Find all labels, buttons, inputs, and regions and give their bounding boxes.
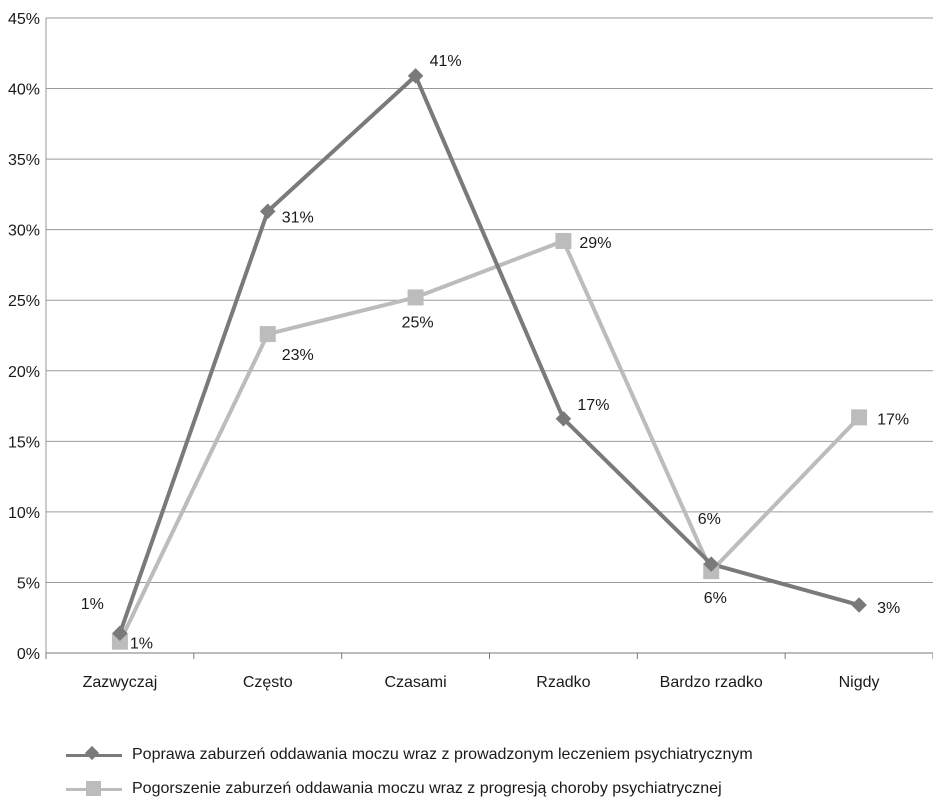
- data-label: 1%: [81, 596, 104, 613]
- series-lines: [118, 73, 861, 643]
- data-label: 25%: [402, 314, 434, 331]
- legend-item-series-1: Poprawa zaburzeń oddawania moczu wraz z …: [66, 738, 753, 772]
- data-label: 6%: [698, 511, 721, 528]
- y-tick-label: 10%: [8, 505, 40, 522]
- y-tick-label: 40%: [8, 82, 40, 99]
- data-labels: 1% 31% 41% 17% 6% 3% 1% 23% 25% 29% 6% 17%: [81, 53, 909, 653]
- x-tick-label: Bardzo rzadko: [660, 674, 763, 691]
- data-point-square: [259, 326, 276, 343]
- data-label: 23%: [282, 347, 314, 364]
- legend-swatch-diamond-icon: [66, 745, 122, 765]
- x-tick-label: Nigdy: [839, 674, 880, 691]
- data-label: 41%: [430, 53, 462, 70]
- y-tick-label: 0%: [17, 646, 40, 663]
- y-tick-label: 20%: [8, 364, 40, 381]
- y-tick-label: 25%: [8, 293, 40, 310]
- x-tick-label: Czasami: [384, 674, 446, 691]
- data-point-square: [555, 232, 572, 249]
- y-tick-label: 30%: [8, 223, 40, 240]
- data-point-diamond: [259, 203, 276, 220]
- series-line-2: [118, 238, 861, 643]
- y-tick-label: 35%: [8, 152, 40, 169]
- x-tick-label: Zazwyczaj: [83, 674, 158, 691]
- y-axis-tick-labels: 0% 5% 10% 15% 20% 25% 30% 35% 40% 45%: [8, 11, 40, 663]
- y-tick-label: 5%: [17, 575, 40, 592]
- x-tick-label: Rzadko: [536, 674, 590, 691]
- line-chart: 0% 5% 10% 15% 20% 25% 30% 35% 40% 45% Zazwyczaj Cz…: [8, 11, 933, 691]
- data-point-diamond: [851, 597, 867, 613]
- legend: Poprawa zaburzeń oddawania moczu wraz z …: [66, 738, 753, 806]
- data-label: 3%: [877, 600, 900, 617]
- data-label: 17%: [577, 397, 609, 414]
- data-point-square: [407, 289, 424, 306]
- legend-label-series-2: Pogorszenie zaburzeń oddawania moczu wra…: [132, 780, 722, 797]
- legend-swatch-square-icon: [66, 779, 122, 799]
- y-tick-label: 45%: [8, 11, 40, 28]
- data-point-square: [851, 409, 868, 426]
- data-label: 29%: [579, 235, 611, 252]
- y-tick-label: 15%: [8, 434, 40, 451]
- series-markers: [111, 68, 868, 650]
- data-label: 17%: [877, 411, 909, 428]
- data-point-square: [111, 633, 128, 650]
- x-tick-label: Często: [243, 674, 293, 691]
- data-label: 1%: [130, 636, 153, 653]
- gridlines: [46, 17, 933, 583]
- data-point-diamond: [703, 556, 720, 572]
- series-line-1: [118, 73, 860, 634]
- x-axis: Zazwyczaj Często Czasami Rzadko Bardzo rzadk…: [45, 18, 933, 691]
- legend-label-series-1: Poprawa zaburzeń oddawania moczu wraz z …: [132, 746, 753, 763]
- data-label: 31%: [282, 209, 314, 226]
- data-label: 6%: [704, 590, 727, 607]
- legend-item-series-2: Pogorszenie zaburzeń oddawania moczu wra…: [66, 772, 753, 806]
